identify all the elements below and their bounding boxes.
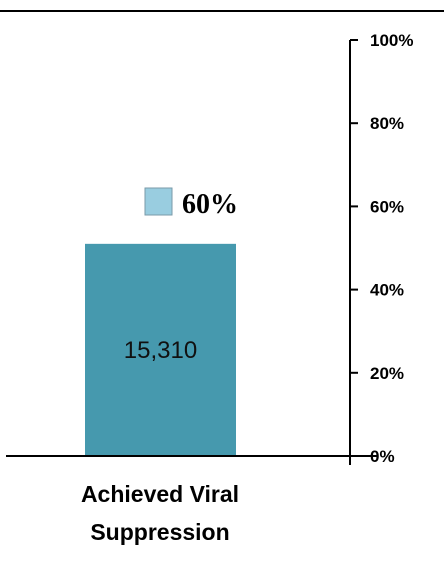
legend-value-label: 60% bbox=[182, 189, 238, 220]
y-tick-label: 20% bbox=[370, 364, 404, 383]
y-tick-label: 100% bbox=[370, 31, 413, 50]
y-axis-ticks: 0% 20% 40% 60% 80% 100% bbox=[350, 31, 413, 466]
category-label-line-1: Achieved Viral bbox=[81, 481, 239, 507]
y-tick-label: 80% bbox=[370, 114, 404, 133]
y-tick-label: 60% bbox=[370, 197, 404, 216]
y-tick-label: 40% bbox=[370, 281, 404, 300]
y-tick-label: 0% bbox=[370, 447, 395, 466]
category-label-line-2: Suppression bbox=[90, 519, 229, 545]
bar-value-label: 15,310 bbox=[124, 337, 197, 364]
bar-achieved-viral-suppression bbox=[85, 243, 236, 456]
legend-swatch bbox=[144, 187, 173, 216]
